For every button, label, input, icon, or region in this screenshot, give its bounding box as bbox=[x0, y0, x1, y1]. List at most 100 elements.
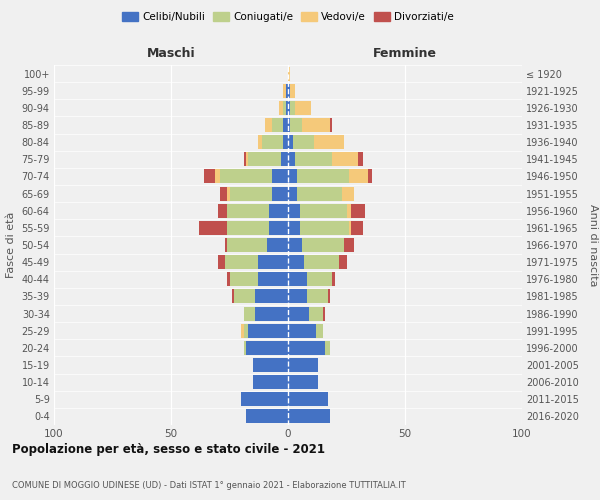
Bar bbox=[288, 358, 319, 372]
Bar bbox=[267, 238, 288, 252]
Bar bbox=[253, 358, 288, 372]
Bar bbox=[307, 272, 332, 286]
Bar bbox=[293, 135, 314, 149]
Bar bbox=[302, 118, 330, 132]
Bar bbox=[295, 152, 332, 166]
Bar bbox=[288, 255, 304, 269]
Bar bbox=[288, 272, 307, 286]
Bar bbox=[332, 272, 335, 286]
Bar bbox=[227, 272, 229, 286]
Bar bbox=[257, 135, 262, 149]
Bar bbox=[232, 290, 234, 304]
Bar bbox=[288, 84, 290, 98]
Bar bbox=[218, 255, 225, 269]
Bar bbox=[323, 306, 325, 320]
Bar bbox=[204, 170, 215, 183]
Bar bbox=[225, 238, 227, 252]
Bar bbox=[307, 290, 328, 304]
Bar bbox=[288, 392, 328, 406]
Bar bbox=[265, 118, 272, 132]
Bar bbox=[330, 118, 332, 132]
Bar bbox=[246, 341, 288, 355]
Bar bbox=[283, 118, 288, 132]
Bar bbox=[286, 84, 288, 98]
Bar bbox=[227, 204, 269, 218]
Bar bbox=[269, 221, 288, 235]
Bar bbox=[349, 221, 351, 235]
Bar bbox=[290, 118, 302, 132]
Bar bbox=[332, 152, 358, 166]
Bar bbox=[358, 152, 363, 166]
Bar bbox=[349, 170, 368, 183]
Bar bbox=[199, 221, 227, 235]
Bar bbox=[244, 341, 246, 355]
Bar bbox=[288, 170, 298, 183]
Bar bbox=[300, 221, 349, 235]
Bar bbox=[248, 324, 288, 338]
Bar bbox=[344, 238, 353, 252]
Bar bbox=[316, 324, 323, 338]
Bar bbox=[288, 290, 307, 304]
Bar bbox=[300, 204, 347, 218]
Bar bbox=[302, 238, 344, 252]
Bar bbox=[314, 135, 344, 149]
Bar bbox=[298, 170, 349, 183]
Bar bbox=[288, 204, 300, 218]
Text: Femmine: Femmine bbox=[373, 47, 437, 60]
Bar bbox=[340, 255, 347, 269]
Text: Maschi: Maschi bbox=[146, 47, 196, 60]
Bar bbox=[225, 255, 257, 269]
Bar bbox=[248, 152, 281, 166]
Bar bbox=[253, 375, 288, 389]
Bar bbox=[241, 392, 288, 406]
Y-axis label: Anni di nascita: Anni di nascita bbox=[589, 204, 598, 286]
Bar bbox=[288, 410, 330, 424]
Bar bbox=[368, 170, 372, 183]
Bar bbox=[227, 238, 267, 252]
Bar bbox=[351, 204, 365, 218]
Bar bbox=[325, 341, 330, 355]
Legend: Celibi/Nubili, Coniugati/e, Vedovi/e, Divorziati/e: Celibi/Nubili, Coniugati/e, Vedovi/e, Di… bbox=[118, 8, 458, 26]
Bar bbox=[288, 238, 302, 252]
Bar bbox=[257, 255, 288, 269]
Bar bbox=[283, 84, 286, 98]
Bar bbox=[227, 221, 269, 235]
Bar bbox=[347, 204, 351, 218]
Bar bbox=[304, 255, 340, 269]
Bar bbox=[309, 306, 323, 320]
Bar bbox=[262, 135, 283, 149]
Bar bbox=[288, 221, 300, 235]
Bar bbox=[227, 186, 229, 200]
Bar bbox=[244, 306, 255, 320]
Bar bbox=[288, 66, 290, 80]
Bar bbox=[290, 84, 295, 98]
Bar bbox=[288, 306, 309, 320]
Bar bbox=[283, 101, 286, 115]
Bar bbox=[272, 170, 288, 183]
Bar bbox=[229, 272, 257, 286]
Bar bbox=[234, 290, 255, 304]
Bar bbox=[295, 101, 311, 115]
Bar bbox=[241, 324, 244, 338]
Bar bbox=[220, 170, 272, 183]
Bar bbox=[342, 186, 353, 200]
Bar bbox=[288, 118, 290, 132]
Bar bbox=[278, 101, 283, 115]
Bar bbox=[290, 101, 295, 115]
Bar bbox=[272, 186, 288, 200]
Y-axis label: Fasce di età: Fasce di età bbox=[6, 212, 16, 278]
Bar bbox=[255, 290, 288, 304]
Bar bbox=[351, 221, 363, 235]
Bar bbox=[288, 324, 316, 338]
Bar bbox=[218, 204, 227, 218]
Bar bbox=[283, 135, 288, 149]
Bar bbox=[281, 152, 288, 166]
Bar bbox=[288, 152, 295, 166]
Text: Popolazione per età, sesso e stato civile - 2021: Popolazione per età, sesso e stato civil… bbox=[12, 442, 325, 456]
Bar bbox=[220, 186, 227, 200]
Bar bbox=[286, 101, 288, 115]
Bar bbox=[229, 186, 272, 200]
Bar bbox=[298, 186, 342, 200]
Bar bbox=[288, 375, 319, 389]
Bar bbox=[328, 290, 330, 304]
